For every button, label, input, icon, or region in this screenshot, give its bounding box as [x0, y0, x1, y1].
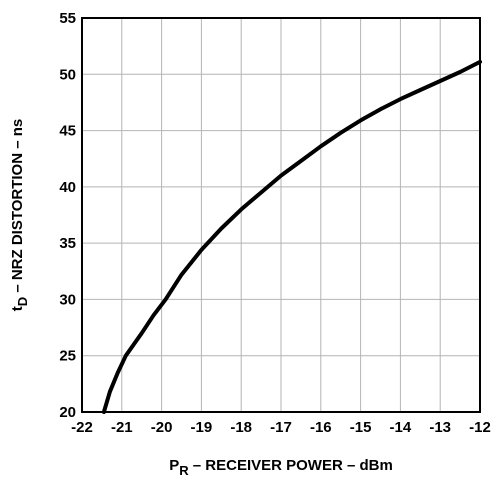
x-tick-label: -13 — [429, 419, 451, 436]
x-tick-labels: -22 -21 -20 -19 -18 -17 -16 -15 -14 -13 -12 — [71, 419, 491, 436]
y-tick-label: 35 — [59, 235, 76, 252]
y-axis-label-rest: – NRZ DISTORTION – ns — [9, 119, 26, 297]
x-tick-label: -17 — [270, 419, 292, 436]
distortion-curve — [101, 59, 482, 414]
plot-frame — [81, 17, 481, 413]
x-tick-label: -21 — [111, 419, 133, 436]
x-tick-label: -12 — [469, 419, 491, 436]
x-tick-label: -20 — [151, 419, 173, 436]
y-axis-label: tD – NRZ DISTORTION – ns — [9, 119, 30, 311]
x-axis-label-rest: – RECEIVER POWER – dBm — [189, 457, 393, 474]
y-tick-label: 50 — [59, 66, 76, 83]
x-tick-label: -16 — [310, 419, 332, 436]
x-tick-label: -22 — [71, 419, 93, 436]
grid-lines — [82, 18, 480, 412]
x-tick-label: -14 — [390, 419, 412, 436]
y-axis-label-prefix: t — [9, 306, 26, 311]
y-tick-labels: 20 25 30 35 40 45 50 55 — [59, 10, 76, 421]
y-tick-label: 40 — [59, 179, 76, 196]
x-axis-label: PR – RECEIVER POWER – dBm — [169, 457, 393, 478]
x-tick-label: -19 — [191, 419, 213, 436]
y-tick-label: 30 — [59, 291, 76, 308]
y-tick-label: 25 — [59, 348, 76, 365]
y-tick-label: 45 — [59, 123, 76, 140]
y-tick-label: 20 — [59, 404, 76, 421]
x-axis-label-subscript: R — [179, 463, 189, 478]
x-axis-label-prefix: P — [169, 457, 179, 474]
x-tick-label: -18 — [230, 419, 252, 436]
y-axis-label-subscript: D — [15, 297, 30, 306]
y-tick-label: 55 — [59, 10, 76, 27]
x-tick-label: -15 — [350, 419, 372, 436]
